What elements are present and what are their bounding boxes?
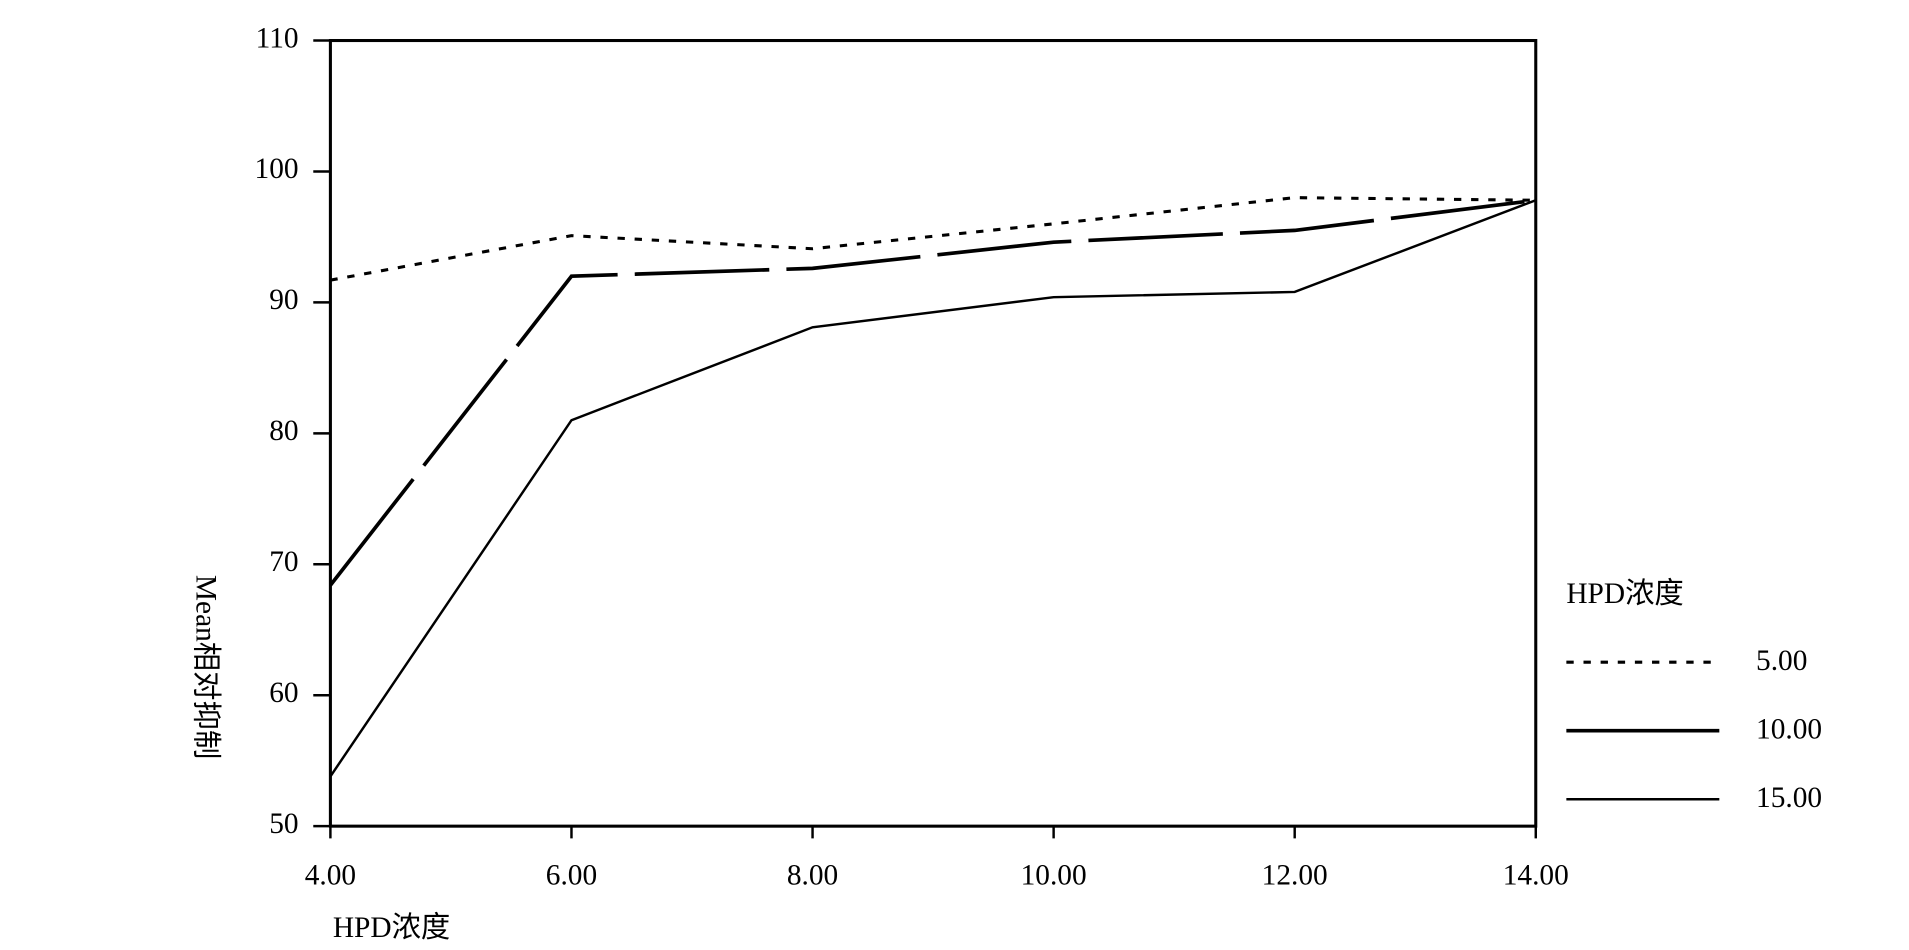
y-tick-label: 110 (256, 22, 299, 54)
series-line (328, 198, 1536, 587)
legend-title: HPD浓度 (1566, 577, 1683, 610)
legend-label: 5.00 (1756, 645, 1807, 677)
y-tick-label: 60 (269, 677, 298, 709)
y-tick-label: 100 (255, 153, 299, 185)
x-tick-label: 4.00 (305, 859, 356, 891)
x-tick-label: 14.00 (1503, 859, 1569, 891)
x-tick-label: 8.00 (787, 859, 838, 891)
y-tick-label: 50 (269, 808, 298, 840)
series-line (330, 196, 1536, 282)
legend-label: 10.00 (1756, 714, 1822, 746)
x-axis-label: HPD浓度 (333, 911, 450, 944)
series-line (329, 199, 1537, 778)
y-tick-label: 70 (269, 546, 298, 578)
legend-label: 15.00 (1756, 782, 1822, 814)
x-tick-label: 6.00 (546, 859, 597, 891)
x-tick-label: 12.00 (1262, 859, 1328, 891)
plot-frame (328, 38, 1538, 828)
y-tick-label: 90 (269, 284, 298, 316)
x-tick-label: 10.00 (1021, 859, 1087, 891)
y-tick-label: 80 (269, 415, 298, 447)
y-axis-label: Mean相对抑制 (189, 575, 222, 759)
